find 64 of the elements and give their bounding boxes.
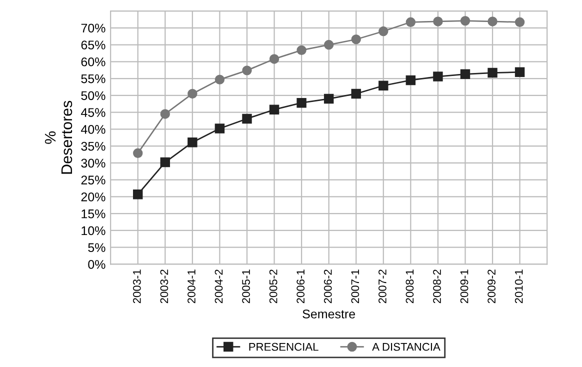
x-tick-label: 2003-1 (132, 270, 141, 304)
x-tick-label: 2009-2 (488, 270, 496, 304)
point (351, 88, 361, 99)
point (188, 88, 198, 99)
point (214, 124, 225, 134)
point (488, 16, 498, 26)
legend-label: PRESENCIAL (249, 342, 318, 351)
point (160, 109, 170, 119)
x-tick-label: 2010-1 (514, 270, 523, 304)
point (378, 26, 388, 36)
y-tick-label: 30% (81, 158, 106, 168)
point (460, 69, 470, 80)
legend-label: A DISTANCIA (372, 342, 440, 351)
x-tick-label: 2006-2 (324, 270, 332, 304)
x-tick-label: 2004-2 (214, 270, 223, 304)
point (433, 72, 443, 82)
point (378, 80, 388, 90)
y-tick-label: 0% (88, 260, 106, 269)
x-tick-label: 2007-1 (351, 270, 360, 304)
point (133, 148, 143, 158)
point (160, 157, 170, 168)
y-axis-title: % Desertores (44, 100, 72, 174)
y-tick-label: 60% (81, 57, 106, 66)
x-tick-label: 2007-2 (378, 270, 386, 304)
x-tick-label: 2004-1 (188, 270, 196, 304)
x-axis-title: Semestre (302, 310, 356, 318)
y-tick-label: 15% (82, 209, 106, 218)
point (324, 40, 334, 50)
x-tick-label: 2006-1 (296, 270, 305, 304)
point (460, 16, 470, 26)
x-tick-label: 2003-2 (160, 270, 168, 304)
y-tick-label: 25% (81, 176, 106, 184)
point (242, 114, 252, 124)
point (488, 68, 498, 78)
point (296, 45, 306, 56)
point (269, 104, 280, 114)
point (351, 34, 361, 44)
point (324, 94, 334, 104)
point (514, 17, 525, 28)
y-tick-label: 50% (81, 91, 106, 100)
x-tick-label: 2005-2 (269, 270, 278, 304)
point (406, 75, 416, 86)
y-tick-label: 45% (80, 108, 106, 117)
point (296, 98, 306, 108)
point (242, 66, 252, 76)
y-tick-label: 20% (81, 192, 106, 202)
point (214, 74, 225, 84)
point (188, 137, 198, 148)
y-tick-label: 5% (88, 243, 106, 252)
y-tick-label: 65% (81, 40, 106, 50)
point (133, 189, 143, 200)
y-tick-label: 35% (81, 142, 106, 151)
y-tick-label: 10% (82, 226, 106, 236)
x-tick-label: 2008-2 (433, 270, 441, 304)
y-tick-label: 55% (81, 74, 106, 84)
point (406, 17, 416, 28)
y-tick-label: 40% (80, 124, 106, 134)
x-tick-label: 2005-1 (242, 270, 250, 304)
point (269, 54, 280, 64)
x-tick-label: 2008-1 (406, 270, 414, 304)
y-tick-label: 70% (81, 24, 106, 33)
point (514, 67, 525, 77)
x-tick-label: 2009-1 (460, 270, 468, 304)
point (433, 16, 443, 26)
